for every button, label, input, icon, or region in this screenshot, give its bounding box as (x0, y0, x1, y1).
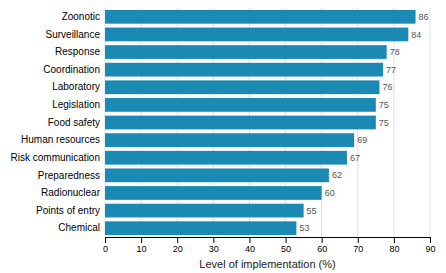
data-label: 75 (379, 118, 389, 128)
x-tick-mark (394, 237, 395, 243)
x-tick: 80 (389, 237, 399, 254)
y-tick-label: Radionuclear (41, 187, 101, 198)
data-label: 62 (332, 170, 342, 180)
y-tick-label: Laboratory (52, 81, 100, 92)
x-tick: 0 (103, 237, 108, 254)
bar (105, 133, 354, 147)
x-axis-line (106, 238, 431, 244)
x-tick-mark (358, 237, 359, 243)
data-label: 86 (419, 12, 429, 22)
x-tick-label: 20 (173, 244, 183, 254)
bar (105, 204, 304, 218)
y-tick: Surveillance (46, 29, 101, 40)
y-tick: Risk communication (11, 152, 100, 163)
x-tick-mark (249, 237, 250, 243)
y-tick-label: Response (55, 46, 100, 57)
bar (105, 63, 383, 77)
data-label: 53 (299, 223, 309, 233)
x-tick: 90 (425, 237, 435, 254)
x-tick-label: 10 (137, 244, 147, 254)
y-tick: Radionuclear (41, 187, 101, 198)
y-tick-label: Risk communication (11, 152, 100, 163)
bar (105, 80, 379, 94)
x-tick-mark (177, 237, 178, 243)
x-tick: 50 (281, 237, 291, 254)
y-tick-label: Zoonotic (62, 11, 100, 22)
x-tick-mark (141, 237, 142, 243)
bar (105, 186, 322, 200)
data-label: 75 (379, 100, 389, 110)
bar (105, 221, 296, 235)
x-axis: 0 10 20 30 40 50 60 70 80 90 (103, 237, 436, 254)
x-tick: 20 (173, 237, 183, 254)
data-label: 76 (382, 82, 392, 92)
data-label: 78 (390, 47, 400, 57)
y-tick-label: Points of entry (36, 205, 100, 216)
grid-line (430, 8, 431, 237)
y-tick: Zoonotic (62, 11, 100, 22)
bar (105, 45, 387, 59)
grid (105, 8, 430, 237)
data-label: 77 (386, 65, 396, 75)
x-tick: 60 (317, 237, 327, 254)
data-label: 69 (357, 135, 367, 145)
x-tick-mark (286, 237, 287, 243)
x-tick-label: 50 (281, 244, 291, 254)
x-tick-label: 30 (209, 244, 219, 254)
bar (105, 151, 347, 165)
x-axis-title: Level of implementation (%) (199, 258, 335, 270)
chart: 86 84 78 77 76 75 75 69 67 62 60 55 53 0 10 20 30 40 50 60 7… (0, 0, 446, 273)
y-tick: Food safety (48, 117, 100, 128)
y-tick: Legislation (52, 99, 100, 110)
x-tick-label: 40 (245, 244, 255, 254)
x-tick-label: 90 (425, 244, 435, 254)
bar (105, 10, 416, 24)
x-tick-label: 60 (317, 244, 327, 254)
y-tick-label: Preparedness (38, 170, 100, 181)
x-tick-mark (213, 237, 214, 243)
x-tick: 70 (353, 237, 363, 254)
y-tick-label: Coordination (43, 64, 100, 75)
y-tick: Response (55, 46, 100, 57)
data-label: 55 (307, 206, 317, 216)
bar (105, 168, 329, 182)
x-tick-label: 70 (353, 244, 363, 254)
data-label: 60 (325, 188, 335, 198)
x-tick-mark (430, 237, 431, 243)
y-tick-label: Human resources (21, 134, 100, 145)
x-tick-label: 0 (103, 244, 108, 254)
grid-line (393, 8, 394, 237)
data-labels: 86 84 78 77 76 75 75 69 67 62 60 55 53 (299, 12, 428, 233)
data-label: 84 (411, 30, 421, 40)
x-tick: 30 (209, 237, 219, 254)
y-tick-label: Food safety (48, 117, 100, 128)
x-tick-mark (105, 237, 106, 243)
bar (105, 28, 408, 42)
plot: 86 84 78 77 76 75 75 69 67 62 60 55 53 0 10 20 30 40 50 60 7… (11, 8, 436, 270)
x-tick-label: 80 (389, 244, 399, 254)
x-tick-mark (322, 237, 323, 243)
y-tick: Preparedness (38, 170, 100, 181)
y-tick: Points of entry (36, 205, 100, 216)
y-tick: Chemical (58, 222, 100, 233)
y-tick: Human resources (21, 134, 100, 145)
y-tick-label: Chemical (58, 222, 100, 233)
y-tick-label: Surveillance (46, 29, 101, 40)
bar (105, 116, 376, 130)
x-tick: 40 (245, 237, 255, 254)
bars (105, 10, 416, 235)
data-label: 67 (350, 153, 360, 163)
y-tick: Coordination (43, 64, 100, 75)
y-axis: Zoonotic Surveillance Response Coordination… (11, 11, 101, 233)
bar (105, 98, 376, 112)
y-tick: Laboratory (52, 81, 100, 92)
x-tick: 10 (137, 237, 147, 254)
y-tick-label: Legislation (52, 99, 100, 110)
